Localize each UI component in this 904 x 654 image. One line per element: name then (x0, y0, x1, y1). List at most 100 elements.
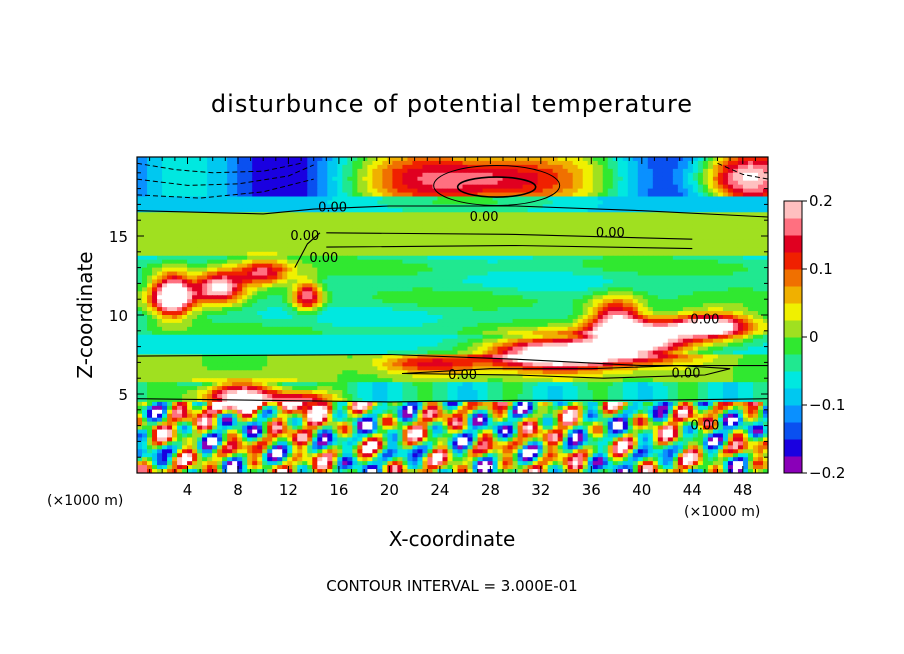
heatmap-cell (672, 188, 679, 194)
heatmap-cell (332, 236, 338, 241)
heatmap-cell (182, 275, 188, 281)
heatmap-cell (557, 216, 564, 221)
heatmap-cell (187, 275, 193, 281)
heatmap-cell (257, 157, 263, 162)
heatmap-cell (327, 196, 333, 202)
heatmap-cell (172, 212, 178, 217)
heatmap-cell (367, 303, 373, 308)
heatmap-cell (492, 291, 499, 296)
heatmap-cell (722, 160, 729, 166)
heatmap-cell (537, 239, 544, 245)
heatmap-cell (742, 220, 749, 225)
heatmap-cell (327, 291, 333, 296)
heatmap-cell (677, 236, 684, 241)
heatmap-cell (557, 275, 564, 281)
heatmap-cell (347, 311, 353, 316)
heatmap-cell (342, 255, 348, 261)
heatmap-cell (317, 184, 323, 190)
heatmap-cell (592, 232, 599, 237)
heatmap-cell (522, 208, 529, 213)
heatmap-cell (152, 259, 158, 265)
heatmap-cell (167, 303, 173, 308)
heatmap-cell (277, 239, 283, 245)
heatmap-cell (712, 255, 719, 261)
heatmap-cell (552, 247, 559, 253)
heatmap-cell (212, 271, 218, 277)
heatmap-cell (762, 251, 768, 257)
heatmap-cell (457, 208, 464, 213)
heatmap-cell (432, 291, 439, 296)
heatmap-cell (657, 271, 664, 277)
heatmap-cell (217, 263, 223, 269)
heatmap-cell (207, 200, 213, 205)
heatmap-cell (302, 263, 308, 269)
heatmap-cell (267, 279, 273, 284)
heatmap-cell (442, 200, 449, 205)
heatmap-cell (362, 279, 368, 284)
heatmap-cell (677, 251, 684, 257)
heatmap-cell (662, 228, 669, 233)
heatmap-cell (232, 307, 238, 312)
heatmap-cell (357, 311, 363, 316)
heatmap-cell (627, 220, 634, 225)
heatmap-cell (697, 236, 704, 241)
heatmap-cell (177, 287, 183, 292)
heatmap-cell (747, 176, 754, 182)
heatmap-cell (552, 239, 559, 245)
heatmap-cell (722, 228, 729, 233)
heatmap-cell (637, 283, 644, 288)
heatmap-cell (252, 172, 258, 178)
heatmap-cell (142, 311, 148, 316)
heatmap-cell (737, 303, 744, 308)
heatmap-cell (682, 267, 689, 273)
heatmap-cell (172, 184, 178, 190)
heatmap-cell (547, 267, 554, 273)
heatmap-cell (562, 204, 569, 209)
heatmap-cell (367, 251, 373, 257)
heatmap-cell (542, 236, 549, 241)
heatmap-cell (302, 239, 308, 245)
heatmap-cell (167, 299, 173, 304)
heatmap-cell (752, 204, 759, 209)
heatmap-cell (282, 212, 288, 217)
heatmap-cell (277, 188, 283, 194)
heatmap-cell (567, 271, 574, 277)
heatmap-cell (377, 220, 383, 225)
heatmap-cell (442, 204, 449, 209)
heatmap-cell (662, 287, 669, 292)
heatmap-cell (242, 204, 248, 209)
heatmap-cell (412, 311, 419, 316)
heatmap-cell (262, 192, 268, 198)
heatmap-cell (492, 216, 499, 221)
heatmap-cell (622, 271, 629, 277)
heatmap-cell (612, 216, 619, 221)
heatmap-cell (442, 180, 449, 186)
heatmap-cell (147, 228, 153, 233)
heatmap-cell (372, 220, 378, 225)
heatmap-cell (392, 299, 399, 304)
heatmap-cell (327, 287, 333, 292)
heatmap-cell (712, 176, 719, 182)
heatmap-cell (257, 255, 263, 261)
heatmap-cell (422, 275, 429, 281)
heatmap-cell (272, 216, 278, 221)
heatmap-cell (137, 295, 143, 300)
heatmap-cell (567, 232, 574, 237)
heatmap-cell (317, 275, 323, 281)
heatmap-cell (577, 200, 584, 205)
heatmap-cell (692, 255, 699, 261)
heatmap-cell (362, 216, 368, 221)
heatmap-cell (557, 196, 564, 202)
heatmap-cell (312, 200, 318, 205)
heatmap-cell (147, 164, 153, 170)
heatmap-cell (197, 279, 203, 284)
heatmap-cell (152, 168, 158, 174)
heatmap-cell (242, 196, 248, 202)
heatmap-cell (312, 212, 318, 217)
heatmap-cell (707, 228, 714, 233)
heatmap-cell (497, 220, 504, 225)
heatmap-cell (497, 311, 504, 316)
heatmap-cell (277, 287, 283, 292)
heatmap-cell (472, 283, 479, 288)
heatmap-cell (492, 220, 499, 225)
